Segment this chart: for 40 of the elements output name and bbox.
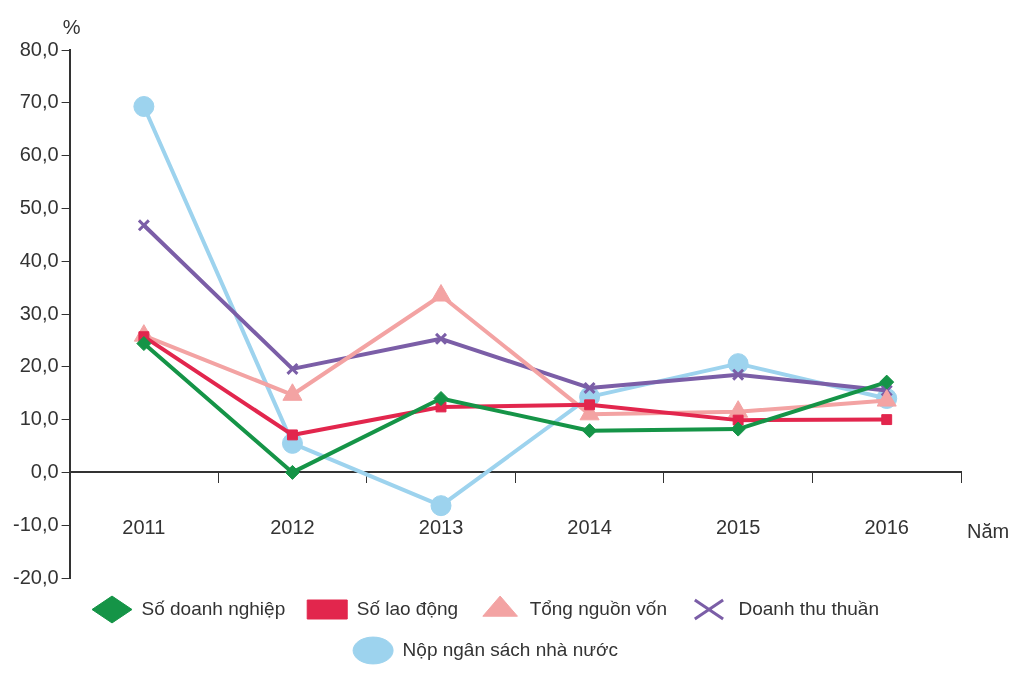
x-tick-label: 2015 (715, 515, 761, 538)
y-tick-label: 20,0 (19, 354, 59, 377)
y-tick-label: 10,0 (19, 407, 59, 430)
y-tick-label: 50,0 (19, 195, 59, 218)
y-tick-label: -20,0 (12, 565, 59, 588)
y-tick-label: -10,0 (12, 512, 59, 535)
y-tick-label: 80,0 (19, 37, 59, 60)
x-tick-label: 2016 (864, 515, 909, 538)
y-tick-label: 70,0 (19, 90, 59, 113)
y-tick-label: 30,0 (19, 301, 59, 324)
y-tick-label: 60,0 (19, 143, 59, 166)
y-axis-title: % (62, 15, 81, 38)
point (433, 390, 449, 406)
x-axis-title: Năm (967, 519, 1010, 542)
point (284, 464, 300, 480)
point (136, 336, 152, 352)
y-tick-label: 0,0 (30, 459, 59, 482)
x-tick-label: 2012 (270, 515, 315, 538)
point (430, 495, 452, 517)
legend-label: Nộp ngân sách nhà nước (402, 638, 618, 660)
point (731, 368, 745, 382)
point (881, 414, 893, 426)
point (879, 374, 895, 390)
x-tick-label: 2014 (567, 515, 612, 538)
point (434, 332, 448, 346)
legend-label: Tổng nguồn vốn (529, 597, 667, 619)
legend-label: Doanh thu thuần (738, 597, 879, 619)
point (133, 96, 155, 117)
x-tick-label: 2013 (418, 515, 464, 538)
x-tick-label: 2011 (122, 515, 166, 538)
point (285, 362, 299, 376)
point (137, 218, 151, 232)
point (584, 399, 596, 411)
legend-label: Số doanh nghiệp (141, 597, 286, 619)
point (286, 429, 298, 441)
legend-label: Số lao động (356, 597, 459, 619)
point (730, 421, 746, 437)
point (583, 381, 597, 395)
point (582, 423, 598, 439)
y-tick-label: 40,0 (19, 248, 59, 271)
